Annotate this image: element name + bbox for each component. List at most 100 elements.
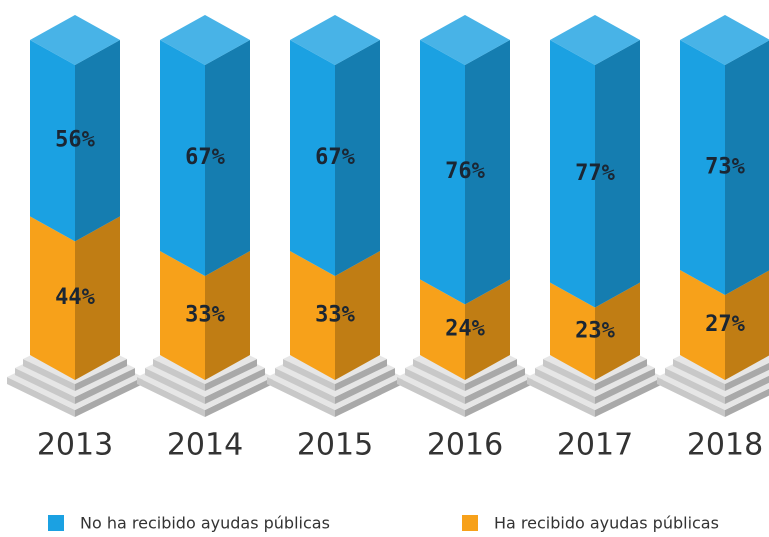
pedestal-right	[465, 368, 525, 404]
pedestal-left	[23, 359, 75, 391]
left-face	[290, 251, 335, 380]
right-face	[335, 40, 380, 277]
right-face	[205, 40, 250, 277]
top-shine	[420, 15, 510, 65]
x-tick-label: 2013	[37, 428, 113, 463]
top-face	[160, 15, 250, 65]
pedestal-left	[527, 377, 595, 417]
pedestal-left	[657, 377, 725, 417]
pedestal-right	[205, 377, 273, 417]
pedestal-right	[205, 368, 265, 404]
pedestal-right	[725, 388, 769, 417]
pedestal-left	[535, 368, 595, 404]
right-shade	[335, 40, 380, 277]
left-face	[160, 251, 205, 380]
bar-segment	[290, 251, 380, 380]
pedestal-right	[335, 368, 395, 404]
right-shade	[335, 251, 380, 380]
value-label: 76%	[445, 159, 485, 184]
x-tick-label: 2018	[687, 428, 763, 463]
pedestal-left	[397, 377, 465, 417]
left-face	[550, 282, 595, 380]
right-face	[75, 40, 120, 242]
bar-segment	[30, 15, 120, 242]
pedestal-left	[543, 359, 595, 391]
bar-segment	[30, 216, 120, 380]
pedestal-right	[595, 377, 663, 417]
value-label: 67%	[315, 145, 355, 170]
right-face	[725, 40, 769, 295]
right-shade	[725, 40, 769, 295]
right-face	[595, 282, 640, 380]
pedestal-right	[205, 359, 257, 391]
top-shine	[160, 15, 250, 65]
bar-segment	[550, 282, 640, 380]
pedestal-left	[153, 359, 205, 391]
right-face	[75, 216, 120, 380]
right-face	[595, 40, 640, 308]
right-shade	[595, 282, 640, 380]
value-label: 24%	[445, 317, 485, 342]
legend-swatch	[48, 515, 64, 531]
right-face	[465, 40, 510, 305]
legend-label: Ha recibido ayudas públicas	[494, 514, 719, 533]
x-tick-label: 2015	[297, 428, 373, 463]
pedestal-left	[15, 368, 75, 404]
bar-segment	[160, 15, 250, 277]
right-face	[725, 270, 769, 380]
left-face	[550, 40, 595, 308]
top-shine	[30, 15, 120, 65]
bar-segment	[290, 15, 380, 277]
left-face	[30, 216, 75, 380]
value-label: 27%	[705, 312, 745, 337]
bar-segment	[420, 279, 510, 380]
pedestal-left	[405, 368, 465, 404]
pedestal-right	[335, 377, 403, 417]
pedestal-right	[75, 359, 127, 391]
right-face	[205, 251, 250, 380]
legend-label: No ha recibido ayudas públicas	[80, 514, 330, 533]
left-face	[680, 269, 725, 380]
value-label: 67%	[185, 145, 225, 170]
bar-segment	[680, 15, 769, 295]
right-shade	[205, 40, 250, 277]
left-face	[420, 40, 465, 305]
top-face	[680, 15, 769, 65]
bar-segment	[680, 269, 769, 380]
right-shade	[595, 40, 640, 308]
pedestal-left	[283, 359, 335, 391]
pedestal-right	[75, 368, 135, 404]
right-shade	[205, 251, 250, 380]
pedestal-right	[465, 359, 517, 391]
top-face	[290, 15, 380, 65]
bar-segment	[550, 15, 640, 308]
pedestal-right	[75, 377, 143, 417]
top-face	[420, 15, 510, 65]
pedestal-right	[725, 375, 769, 404]
right-face	[465, 279, 510, 380]
left-face	[680, 40, 725, 295]
value-label: 77%	[575, 161, 615, 186]
pedestal-left	[413, 359, 465, 391]
right-shade	[75, 40, 120, 242]
left-face	[290, 40, 335, 277]
left-face	[160, 40, 205, 277]
right-shade	[465, 40, 510, 305]
value-label: 33%	[315, 303, 355, 328]
value-label: 44%	[55, 285, 95, 310]
pedestal-right	[335, 359, 387, 391]
right-shade	[75, 216, 120, 380]
bar-segment	[160, 251, 250, 380]
right-shade	[465, 279, 510, 380]
top-shine	[680, 15, 769, 65]
value-label: 23%	[575, 318, 615, 343]
pedestal-right	[725, 362, 769, 391]
top-face	[30, 15, 120, 65]
pedestal-left	[275, 368, 335, 404]
pedestal-left	[267, 377, 335, 417]
pedestal-right	[595, 359, 647, 391]
value-label: 56%	[55, 128, 95, 153]
pedestal-left	[673, 359, 725, 391]
left-face	[30, 40, 75, 242]
